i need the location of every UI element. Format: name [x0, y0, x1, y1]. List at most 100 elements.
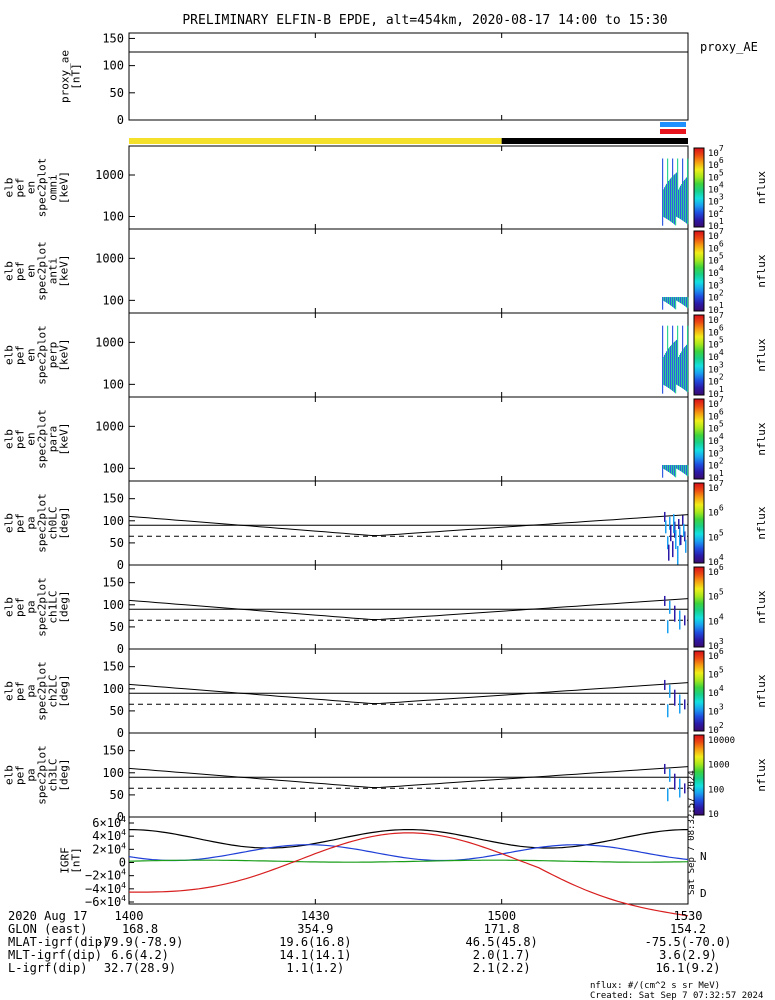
ytick-label: 1000	[95, 251, 124, 265]
igrf-red-line	[129, 832, 689, 917]
colorbar-label: nflux	[755, 254, 768, 287]
spectrum-pixel	[670, 297, 672, 306]
pa-pixel	[682, 515, 684, 526]
spectrum-pixel	[669, 347, 671, 389]
colorbar-tick: 102	[708, 457, 724, 472]
ylabel-line: ch3LC	[47, 758, 60, 791]
spectrum-pixel	[662, 297, 664, 310]
colorbar-tick: 102	[708, 205, 724, 220]
ylabel-line: [keV]	[58, 338, 71, 371]
ylabel-line: pef	[14, 429, 27, 449]
spectrum-pixel	[680, 297, 682, 304]
spectrum-pixel	[667, 325, 669, 388]
colorbar-label: nflux	[755, 590, 768, 623]
ylabel-line: spec2plot	[36, 158, 49, 218]
ylabel-line: IGRF	[59, 847, 72, 874]
xtick-label: 1400	[115, 909, 144, 923]
colorbar-tick: 105	[708, 588, 724, 603]
spectrum-pixel	[675, 465, 677, 478]
footer-value: 3.6(2.9)	[659, 948, 717, 962]
ylabel-line: para	[47, 426, 60, 453]
footer-row-name: GLON (east)	[8, 922, 87, 936]
ylabel-line: ch1LC	[47, 590, 60, 623]
igrf-legend-d: D	[700, 887, 707, 900]
colorbar-tick: 106	[708, 156, 724, 171]
pa-pixel	[684, 783, 686, 794]
ylabel-line: pef	[14, 178, 27, 198]
xtick-label: 1500	[487, 909, 516, 923]
pa-pixel	[664, 763, 666, 774]
ylabel-line: spec2plot	[36, 661, 49, 721]
ytick-label: 50	[110, 86, 124, 100]
colorbar-tick: 105	[708, 666, 724, 681]
spectrum-pixel	[666, 297, 668, 303]
ylabel-line: elb	[3, 345, 16, 365]
spectrum-pixel	[672, 465, 674, 475]
footer-value: 2.1(2.2)	[473, 961, 531, 975]
colorbar-tick: 104	[708, 553, 724, 568]
ytick-label: 50	[110, 620, 124, 634]
spectrum-pixel	[676, 465, 678, 469]
pa-pixel	[684, 699, 686, 710]
spectrum-pixel	[670, 465, 672, 474]
pa-pixel	[672, 541, 674, 558]
spectrum-pixel	[683, 181, 685, 222]
colorbar-tick: 105	[708, 420, 724, 435]
ytick-label: 150	[102, 660, 124, 674]
spectrum-pixel	[682, 297, 684, 305]
spectrum-pixel	[662, 465, 664, 478]
ylabel-line: pa	[25, 768, 38, 781]
pa-pixel	[669, 684, 671, 698]
colorbar-tick: 106	[708, 563, 724, 578]
spectrum-pixel	[673, 342, 675, 392]
colorbar-tick: 105	[708, 528, 724, 543]
ytick-label: 100	[102, 293, 124, 307]
spectrum-pixel	[681, 297, 683, 304]
loss-cone-curve	[128, 682, 689, 705]
colorbar-tick: 107	[708, 395, 724, 410]
ytick-label: 2×104	[92, 841, 126, 856]
spectrum-pixel	[671, 177, 673, 223]
colorbar-tick: 106	[708, 647, 724, 662]
ylabel-line: [nT]	[70, 63, 83, 90]
colorbar-tick: 102	[708, 373, 724, 388]
spectrum-pixel	[671, 297, 673, 307]
spectrum-pixel	[687, 325, 689, 393]
pa-pixel	[664, 511, 666, 522]
ylabel-line: [keV]	[58, 254, 71, 287]
ylabel-line: [deg]	[58, 590, 71, 623]
spectrum-pixel	[680, 353, 682, 388]
spectrum-pixel	[664, 187, 666, 218]
spectrum-pixel	[662, 158, 664, 226]
spectrum-pixel	[681, 465, 683, 472]
colorbar-tick: 101	[708, 385, 724, 400]
pa-pixel	[674, 521, 676, 538]
footer-row-name: MLT-igrf(dip)	[8, 948, 102, 962]
spectrum-pixel	[677, 325, 679, 386]
spectrum-pixel	[663, 356, 665, 385]
spectrum-pixel	[679, 465, 681, 471]
ytick-label: 0	[117, 113, 124, 127]
pa-pixel	[670, 525, 672, 542]
spectrum-pixel	[676, 297, 678, 301]
spectrum-pixel	[683, 297, 685, 306]
colorbar-tick: 102	[708, 289, 724, 304]
igrf-black-line	[129, 828, 688, 849]
loss-cone-curve	[128, 514, 689, 537]
colorbar-tick: 106	[708, 504, 724, 519]
spectrum-pixel	[668, 297, 670, 304]
spectrum-pixel	[678, 297, 680, 302]
footer-value: 16.1(9.2)	[655, 961, 720, 975]
spectrum-pixel	[682, 465, 684, 473]
panel-frame	[128, 145, 689, 230]
colorbar-tick: 102	[708, 721, 724, 736]
pa-pixel	[664, 679, 666, 690]
spectrum-pixel	[665, 185, 667, 219]
colorbar-tick: 107	[708, 479, 724, 494]
pa-pixel	[674, 605, 676, 622]
ytick-label: 100	[102, 682, 124, 696]
ylabel-line: anti	[47, 258, 60, 285]
spectrum-pixel	[687, 465, 689, 477]
colorbar-tick: 105	[708, 252, 724, 267]
